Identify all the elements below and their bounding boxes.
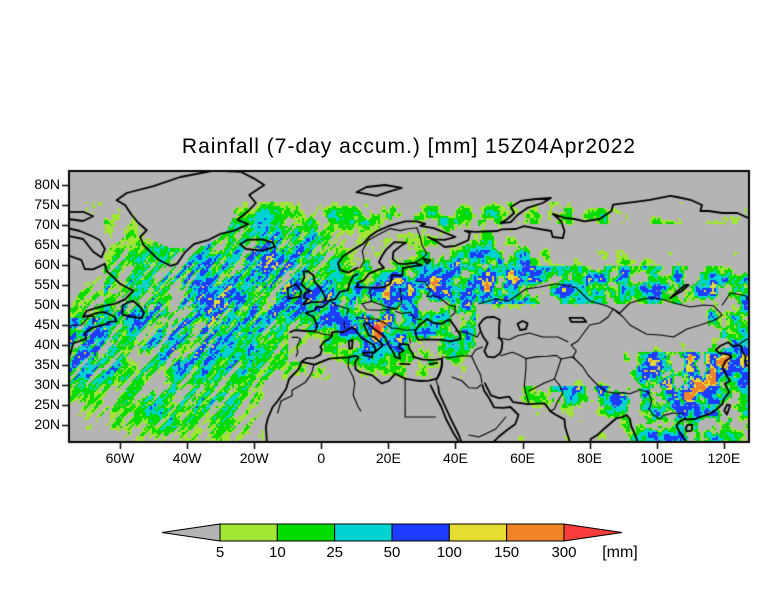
y-axis-label: 60N xyxy=(34,256,60,272)
colorbar-below-arrow xyxy=(161,523,221,542)
x-axis-label: 60W xyxy=(105,450,135,466)
colorbar-segment xyxy=(219,523,278,542)
colorbar-tick-label: 10 xyxy=(269,544,286,561)
x-axis-label: 120E xyxy=(707,450,741,466)
colorbar-tick-label: 100 xyxy=(437,544,462,561)
colorbar-segment xyxy=(276,523,336,542)
y-axis-label: 20N xyxy=(34,416,60,432)
x-axis-label: 60E xyxy=(510,450,535,466)
x-axis-label: 40W xyxy=(172,450,202,466)
x-axis-label: 0 xyxy=(317,450,326,466)
y-axis-label: 45N xyxy=(34,316,60,332)
x-axis-label: 20E xyxy=(375,450,401,466)
colorbar-segment xyxy=(448,523,508,542)
y-axis-label: 50N xyxy=(34,296,60,312)
colorbar-segment xyxy=(334,523,393,542)
y-axis-label: 40N xyxy=(34,336,60,352)
y-axis-label: 70N xyxy=(34,216,60,232)
x-axis-label: 100E xyxy=(640,450,674,466)
x-axis-label: 80E xyxy=(577,450,603,466)
y-axis-label: 35N xyxy=(34,356,60,372)
chart-title: Rainfall (7-day accum.) [mm] 15Z04Apr202… xyxy=(181,135,637,158)
colorbar: 5 10 25 50 100 150 300 [mm] xyxy=(161,523,638,561)
colorbar-tick-label: 25 xyxy=(326,544,343,561)
colorbar-tick-label: 300 xyxy=(551,544,576,561)
colorbar-above-arrow xyxy=(563,523,623,542)
y-axis-label: 30N xyxy=(34,376,60,392)
y-axis-label: 80N xyxy=(34,176,60,192)
colorbar-segment xyxy=(391,523,450,542)
colorbar-tick-label: 150 xyxy=(494,544,519,561)
colorbar-units-label: [mm] xyxy=(602,544,638,561)
y-axis-label: 75N xyxy=(34,196,60,212)
colorbar-segment xyxy=(506,523,565,542)
colorbar-tick-label: 50 xyxy=(384,544,401,561)
x-axis-label: 40E xyxy=(442,450,468,466)
colorbar-tick-label: 5 xyxy=(216,544,224,561)
y-axis-label: 55N xyxy=(34,276,60,292)
x-axis-label: 20W xyxy=(239,450,269,466)
y-axis-label: 65N xyxy=(34,236,60,252)
y-axis-label: 25N xyxy=(34,396,60,412)
